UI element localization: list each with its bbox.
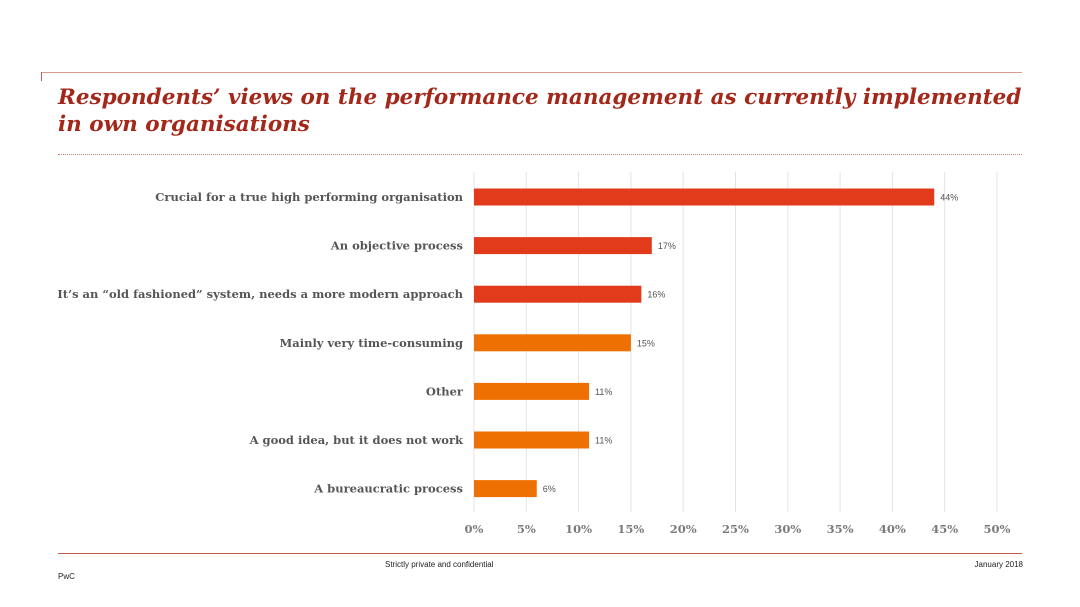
top-rule: [41, 72, 1022, 73]
data-label: 11%: [595, 387, 612, 397]
bar: [474, 237, 652, 255]
confidentiality-note: Strictly private and confidential: [385, 560, 494, 569]
x-tick-label: 20%: [670, 522, 697, 536]
slide-title: Respondents’ views on the performance ma…: [58, 85, 1022, 137]
footer-rule: [58, 553, 1022, 554]
x-tick-label: 15%: [617, 522, 644, 536]
category-label: A bureaucratic process: [313, 482, 463, 496]
x-tick-label: 35%: [827, 522, 854, 536]
footer-brand: PwC: [58, 572, 75, 581]
bar: [474, 188, 935, 206]
x-tick-label: 5%: [517, 522, 536, 536]
data-label: 6%: [543, 484, 556, 494]
data-label: 16%: [647, 290, 665, 300]
data-label: 11%: [595, 436, 612, 446]
data-label: 17%: [658, 241, 676, 251]
bar: [474, 382, 590, 400]
x-tick-label: 25%: [722, 522, 749, 536]
category-label: Other: [426, 384, 464, 398]
x-tick-label: 30%: [774, 522, 801, 536]
x-tick-label: 45%: [931, 522, 958, 536]
footer-date: January 2018: [974, 560, 1023, 569]
category-label: It’s an “old fashioned” system, needs a …: [57, 287, 463, 301]
title-divider: [58, 154, 1022, 155]
data-label: 44%: [940, 193, 958, 203]
bar: [474, 334, 631, 352]
x-tick-label: 0%: [465, 522, 484, 536]
category-label: Crucial for a true high performing organ…: [155, 190, 463, 204]
x-tick-label: 40%: [879, 522, 906, 536]
bar: [474, 431, 590, 449]
top-rule-corner: [41, 72, 42, 81]
bar: [474, 285, 642, 303]
x-tick-label: 50%: [984, 522, 1011, 536]
category-label: An objective process: [330, 239, 463, 253]
x-tick-label: 10%: [565, 522, 592, 536]
bar: [474, 480, 537, 498]
category-label: Mainly very time-consuming: [280, 336, 463, 350]
data-label: 15%: [637, 338, 655, 348]
category-label: A good idea, but it does not work: [249, 433, 464, 447]
